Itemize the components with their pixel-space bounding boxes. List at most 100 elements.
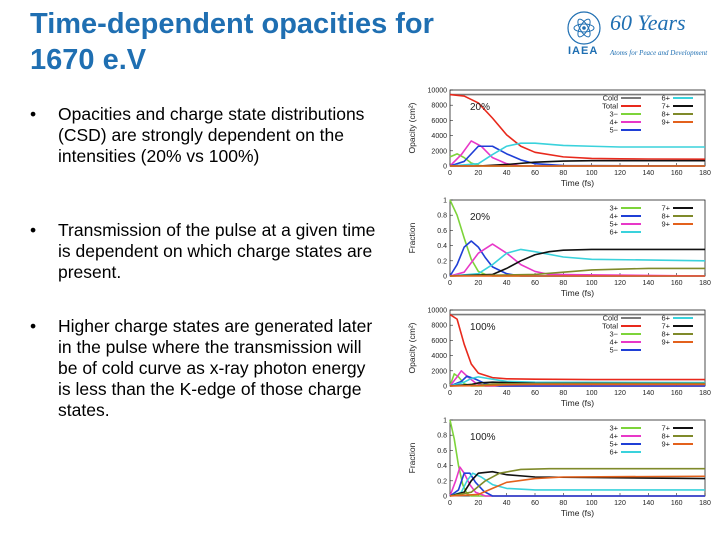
legend-label: 8+ — [661, 330, 670, 339]
series-line-6+ — [449, 142, 705, 167]
title-line-2: 1670 e.V — [30, 44, 147, 76]
bullet-item: • Higher charge states are generated lat… — [28, 316, 380, 421]
x-tick-label: 180 — [699, 500, 711, 507]
x-tick-label: 80 — [559, 390, 567, 397]
series-line-9+ — [449, 475, 706, 497]
legend-label: Total — [602, 322, 618, 331]
x-tick-label: 20 — [474, 170, 482, 177]
legend-label: 6+ — [609, 448, 618, 457]
legend-label: 5− — [609, 346, 618, 355]
x-tick-label: 20 — [474, 390, 482, 397]
x-tick-label: 100 — [586, 170, 598, 177]
x-tick-label: 160 — [671, 170, 683, 177]
x-tick-label: 160 — [671, 500, 683, 507]
x-axis-label: Time (fs) — [561, 178, 594, 188]
legend-label: 3+ — [609, 424, 618, 433]
y-tick-label: 8000 — [431, 323, 447, 330]
y-axis-label: Opacity (cm²) — [407, 322, 417, 373]
chart-panel-2: 0 20 40 60 80 100 120 140 160 180 0 0.2 0.4 0.6 0.8 1 Ti… — [407, 198, 711, 299]
legend-label: 7+ — [661, 102, 670, 111]
y-tick-label: 1 — [443, 418, 447, 425]
legend-label: 8+ — [661, 110, 670, 119]
bullet-text: Opacities and charge state distributions… — [58, 104, 365, 166]
y-tick-label: 0.2 — [437, 478, 447, 485]
series-line-8+ — [449, 267, 705, 277]
slide-title: Time-dependent opacities for 1670 e.V — [30, 6, 550, 78]
y-tick-label: 0 — [443, 494, 447, 501]
series-line-6+ — [449, 472, 705, 497]
x-tick-label: 20 — [474, 280, 482, 287]
x-tick-label: 120 — [614, 170, 626, 177]
x-axis-label: Time (fs) — [561, 398, 594, 408]
y-tick-label: 0.4 — [437, 243, 447, 250]
legend-label: Total — [602, 102, 618, 111]
logo-anniversary-text: 60 Years — [610, 10, 686, 35]
title-line-1: Time-dependent opacities for — [30, 8, 434, 40]
iaea-60-years-logo: 60 Years IAEA Atoms for Peace and Develo… — [562, 8, 712, 62]
bullet-text: Transmission of the pulse at a given tim… — [58, 220, 376, 282]
legend-label: 3− — [609, 330, 618, 339]
chart-panel-3: 0 20 40 60 80 100 120 140 160 180 0 2000 4000 6000 800… — [407, 308, 711, 409]
x-tick-label: 0 — [448, 500, 452, 507]
x-tick-label: 180 — [699, 390, 711, 397]
legend-label: 7+ — [661, 204, 670, 213]
series-line-7+ — [449, 470, 706, 497]
series-line-5− — [449, 145, 706, 167]
bullet-text: Higher charge states are generated later… — [58, 316, 373, 420]
series-line-4+ — [449, 466, 705, 497]
bullet-item: • Transmission of the pulse at a given t… — [28, 220, 380, 283]
bullet-marker: • — [30, 104, 37, 124]
legend-label: 3− — [609, 110, 618, 119]
plot-frame — [449, 419, 706, 497]
legend-label: 6+ — [661, 94, 670, 103]
plot-frame — [449, 199, 706, 277]
legend-label: 3+ — [609, 204, 618, 213]
bullet-marker: • — [30, 316, 37, 336]
x-tick-label: 60 — [531, 170, 539, 177]
y-tick-label: 0.2 — [437, 258, 447, 265]
series-line-5+ — [449, 472, 705, 497]
x-tick-label: 80 — [559, 170, 567, 177]
legend-label: 4+ — [609, 212, 618, 221]
y-tick-label: 6000 — [431, 338, 447, 345]
y-tick-label: 6000 — [431, 118, 447, 125]
x-tick-label: 0 — [448, 390, 452, 397]
y-tick-label: 2000 — [431, 148, 447, 155]
legend-label: 8+ — [661, 432, 670, 441]
x-tick-label: 40 — [503, 500, 511, 507]
y-tick-label: 0 — [443, 164, 447, 171]
y-tick-label: 4000 — [431, 353, 447, 360]
x-tick-label: 20 — [474, 500, 482, 507]
x-tick-label: 140 — [642, 280, 654, 287]
series-line-Total — [449, 93, 706, 160]
y-axis-label: Fraction — [407, 442, 417, 473]
legend-label: 6+ — [609, 228, 618, 237]
series-line-7+ — [449, 248, 705, 277]
figure-panel: 0 20 40 60 80 100 120 140 160 180 0 2000 4000 6000 800… — [400, 80, 720, 540]
x-tick-label: 140 — [642, 390, 654, 397]
y-tick-label: 0 — [443, 274, 447, 281]
x-tick-label: 100 — [586, 390, 598, 397]
legend-label: 4+ — [609, 432, 618, 441]
logo-org-text: IAEA — [568, 45, 599, 57]
y-tick-label: 0.6 — [437, 228, 447, 235]
x-tick-label: 160 — [671, 390, 683, 397]
x-tick-label: 140 — [642, 500, 654, 507]
x-tick-label: 160 — [671, 280, 683, 287]
y-tick-label: 0.6 — [437, 448, 447, 455]
x-tick-label: 60 — [531, 500, 539, 507]
x-tick-label: 40 — [503, 390, 511, 397]
series-line-6+ — [449, 376, 706, 387]
x-tick-label: 80 — [559, 280, 567, 287]
logo-tagline: Atoms for Peace and Development — [610, 49, 708, 57]
y-tick-label: 0.4 — [437, 463, 447, 470]
x-tick-label: 60 — [531, 390, 539, 397]
x-axis-label: Time (fs) — [561, 508, 594, 518]
chart-panel-1: 0 20 40 60 80 100 120 140 160 180 0 2000 4000 6000 800… — [407, 88, 711, 189]
y-tick-label: 2000 — [431, 368, 447, 375]
legend-label: Cold — [603, 314, 618, 323]
x-tick-label: 120 — [614, 500, 626, 507]
x-tick-label: 40 — [503, 280, 511, 287]
x-tick-label: 120 — [614, 390, 626, 397]
y-tick-label: 0.8 — [437, 433, 447, 440]
